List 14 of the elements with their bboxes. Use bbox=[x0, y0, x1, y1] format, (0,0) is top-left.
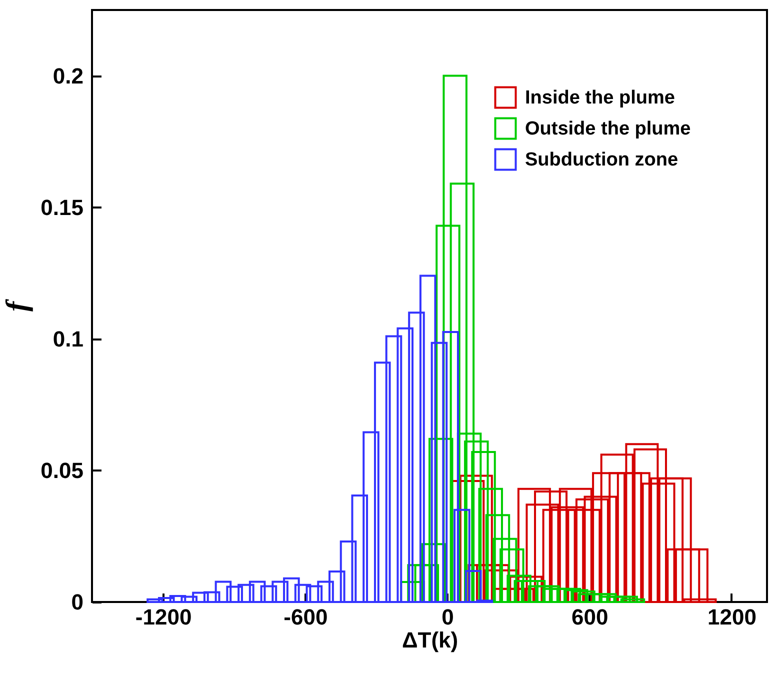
legend-label: Inside the plume bbox=[525, 88, 675, 108]
y-tick-label: 0.05 bbox=[40, 458, 84, 483]
x-axis-title: ΔT(k) bbox=[402, 628, 458, 652]
y-tick-label: 0.2 bbox=[52, 63, 84, 88]
x-tick-label: -1200 bbox=[135, 604, 192, 630]
y-axis-title: f bbox=[0, 298, 34, 312]
legend-label: Subduction zone bbox=[525, 150, 678, 170]
y-tick-label: 0.15 bbox=[40, 194, 84, 220]
x-tick-label: 1200 bbox=[707, 604, 756, 630]
x-tick-label: 0 bbox=[442, 604, 454, 630]
x-tick-label: -600 bbox=[284, 604, 328, 630]
y-tick-label: 0.1 bbox=[52, 326, 84, 352]
legend-label: Outside the plume bbox=[525, 118, 691, 140]
x-tick-label: 600 bbox=[572, 604, 608, 630]
